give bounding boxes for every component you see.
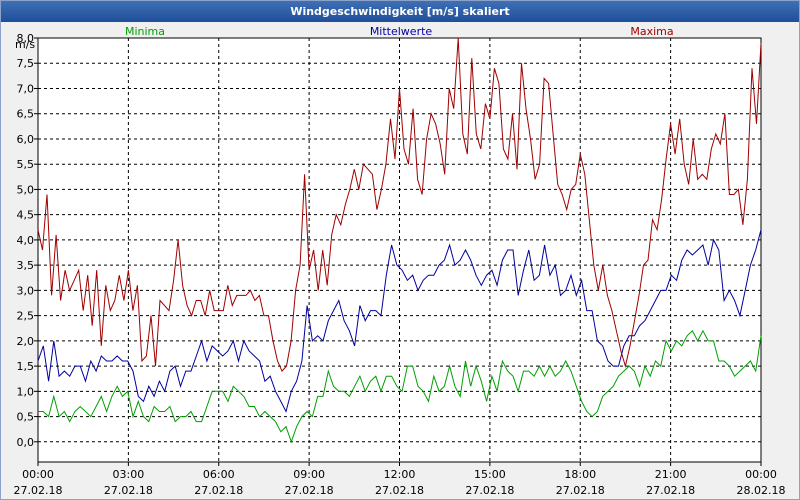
y-tick-label: 4,5	[17, 209, 35, 222]
x-tick-date: 27.02.18	[556, 484, 605, 497]
y-tick-label: 3,5	[17, 259, 35, 272]
y-tick-label: 2,5	[17, 310, 35, 323]
x-tick-date: 27.02.18	[104, 484, 153, 497]
legend-maxima: Maxima	[630, 25, 673, 38]
x-tick-time: 21:00	[655, 468, 687, 481]
y-tick-label: 5,5	[17, 158, 35, 171]
y-tick-label: 5,0	[17, 183, 35, 196]
x-tick-date: 28.02.18	[737, 484, 786, 497]
x-tick-date: 27.02.18	[375, 484, 424, 497]
legend-minima: Minima	[125, 25, 165, 38]
x-tick-time: 00:00	[745, 468, 777, 481]
grid-lines	[38, 37, 761, 462]
series-lines	[37, 37, 762, 444]
x-tick-date: 27.02.18	[285, 484, 334, 497]
series-line-mittelwerte	[37, 229, 762, 413]
y-tick-label: 1,0	[17, 385, 35, 398]
y-tick-label: 4,0	[17, 234, 35, 247]
x-tick-date: 27.02.18	[14, 484, 63, 497]
y-tick-label: 7,0	[17, 82, 35, 95]
y-axis-label: m/s	[15, 38, 35, 51]
series-line-minima	[38, 329, 762, 444]
chart-title: Windgeschwindigkeit [m/s] skaliert	[1, 1, 799, 22]
y-tick-label: 0,0	[17, 436, 35, 449]
series-line-maxima	[37, 37, 762, 373]
x-tick-date: 27.02.18	[194, 484, 243, 497]
y-tick-label: 0,5	[17, 411, 35, 424]
x-tick-date: 27.02.18	[646, 484, 695, 497]
x-tick-time: 15:00	[474, 468, 506, 481]
y-tick-label: 3,0	[17, 284, 35, 297]
legend-mittelwerte: Mittelwerte	[370, 25, 433, 38]
y-tick-label: 7,5	[17, 57, 35, 70]
y-tick-label: 6,5	[17, 108, 35, 121]
x-tick-time: 00:00	[22, 468, 54, 481]
x-tick-time: 06:00	[203, 468, 235, 481]
y-tick-label: 1,5	[17, 360, 35, 373]
x-tick-time: 03:00	[113, 468, 145, 481]
y-axis: 0,0 0,5 1,0 1,5 2,0 2,5 3,0 3,5 4,0 4,5 5,0 5,5 6,0 6…	[17, 32, 38, 449]
y-tick-label: 8,0	[17, 32, 35, 45]
y-tick-label: 6,0	[17, 133, 35, 146]
x-axis: 00:00 27.02.18 03:00 27.02.18 06:00 27.02.18 0…	[14, 462, 786, 497]
x-tick-time: 18:00	[564, 468, 596, 481]
x-tick-date: 27.02.18	[465, 484, 514, 497]
x-tick-time: 12:00	[384, 468, 416, 481]
x-tick-time: 09:00	[293, 468, 325, 481]
y-tick-label: 2,0	[17, 335, 35, 348]
